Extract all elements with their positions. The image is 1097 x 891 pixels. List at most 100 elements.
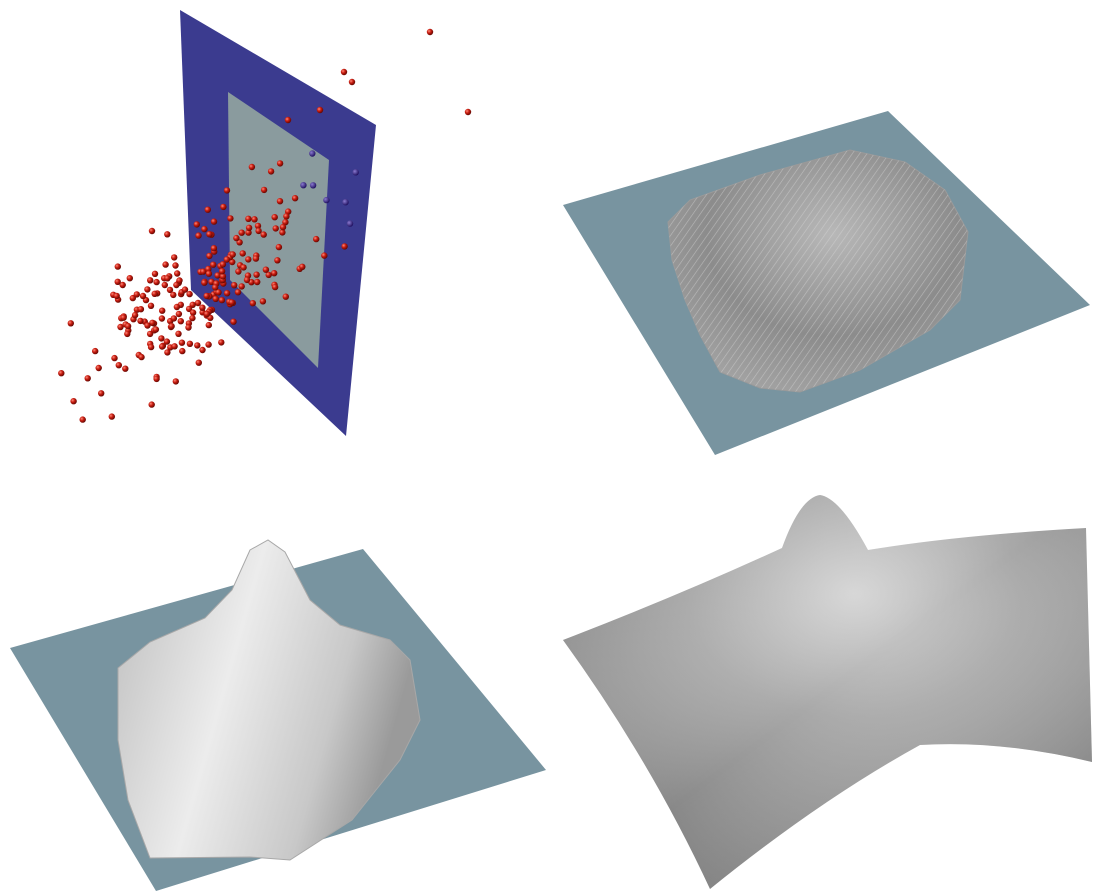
point [271,270,278,277]
point [341,243,348,250]
blob-stripes [668,150,968,392]
point [126,275,133,282]
point [171,343,178,350]
point [265,271,272,279]
surface-shade [563,495,1092,889]
point [181,286,189,293]
point [223,290,231,297]
point [231,282,238,289]
point [137,306,145,313]
point [229,251,236,258]
point [275,243,283,251]
point [114,278,121,285]
point [185,324,192,331]
inner-plane [228,92,329,368]
point [309,150,316,157]
point [274,257,281,264]
point [426,28,434,36]
point [200,268,207,275]
point [228,299,235,306]
point [204,206,211,213]
point [267,168,275,175]
point [70,398,77,405]
point [177,318,184,325]
point [316,106,324,114]
point [163,338,171,345]
point [230,318,237,325]
point [193,221,200,228]
point [117,323,124,331]
point [279,223,287,231]
point [98,390,105,397]
point [276,198,284,205]
point [259,298,267,305]
point [137,317,144,325]
point [194,299,202,307]
point [199,304,206,311]
point [161,281,168,289]
point [173,281,180,289]
point [215,289,222,296]
point [152,326,160,333]
point [218,296,226,304]
point [282,293,289,300]
point [139,292,147,300]
point [172,378,179,385]
point [284,116,292,124]
point [210,261,217,268]
point [206,252,213,260]
point [195,232,202,239]
point [170,291,177,299]
point [245,229,252,236]
point [219,261,227,268]
point [248,163,256,171]
point [111,354,118,362]
point [189,314,196,322]
point [170,315,178,322]
point [206,231,213,238]
point [186,340,194,347]
point [189,309,197,316]
point [254,222,262,230]
point [133,291,140,298]
point [340,68,348,76]
point [164,231,171,238]
point [240,264,247,271]
point [300,182,307,189]
point [346,220,354,227]
point [313,235,320,243]
point [174,270,181,277]
point [262,266,270,273]
point [158,335,165,342]
point [122,365,129,372]
point [119,281,126,289]
point [279,229,286,236]
point [147,277,154,284]
point [238,283,245,290]
point [464,108,472,116]
point [239,250,246,257]
point [189,301,196,308]
point [219,273,227,280]
point [162,261,169,268]
points [58,28,472,423]
point [271,214,278,221]
point [148,401,155,408]
point [175,310,183,318]
surface-panel [563,495,1092,889]
point [234,289,242,296]
point [249,300,256,307]
point [203,310,211,318]
point [144,322,151,329]
point [352,169,359,176]
point [153,278,160,286]
point [201,279,208,286]
point [283,213,290,220]
point [131,311,139,319]
point [220,203,227,211]
point [84,375,91,382]
point [171,254,178,261]
point [245,256,252,263]
point [148,227,156,235]
point [113,292,120,300]
